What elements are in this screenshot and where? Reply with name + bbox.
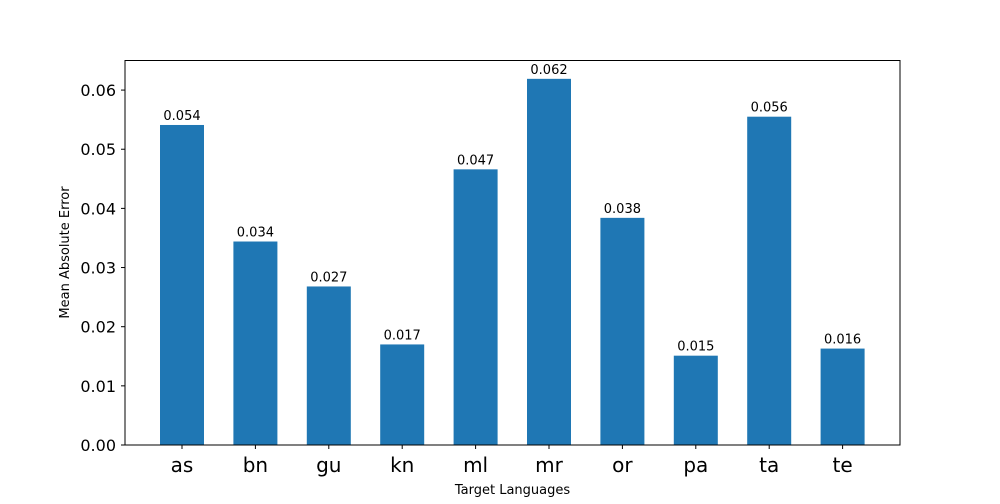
x-tick-label-or: or	[612, 453, 633, 477]
data-label-pa: 0.015	[677, 340, 714, 355]
x-tick-label-gu: gu	[316, 453, 341, 477]
data-label-bn: 0.034	[237, 226, 274, 241]
data-label-ml: 0.047	[457, 153, 494, 168]
bar-gu	[306, 286, 351, 445]
bars-layer	[160, 78, 865, 445]
x-tick-label-kn: kn	[390, 453, 414, 477]
bar-ta	[747, 116, 792, 445]
plot-area-frame	[124, 60, 901, 446]
x-tick-label-ml: ml	[463, 453, 488, 477]
data-label-or: 0.038	[604, 202, 641, 217]
y-axis-label: Mean Absolute Error	[58, 186, 73, 319]
bar-or	[600, 217, 645, 445]
y-tick-label: 0.01	[80, 377, 116, 396]
y-tick-label: 0.03	[80, 259, 116, 278]
bar-ml	[453, 169, 498, 445]
y-axis: 0.00 0.01 0.02 0.03 0.04 0.05 0.06	[80, 81, 125, 455]
x-tick-label-bn: bn	[243, 453, 268, 477]
x-tick-label-pa: pa	[683, 453, 708, 477]
x-axis-label: Target Languages	[454, 483, 571, 498]
bar-kn	[380, 344, 425, 445]
y-tick-label: 0.00	[80, 436, 116, 455]
bar-mr	[527, 78, 571, 445]
y-tick-label: 0.02	[80, 318, 116, 337]
y-tick-label: 0.06	[80, 81, 116, 100]
y-tick-label: 0.05	[80, 140, 116, 159]
bar-te	[820, 348, 865, 445]
x-tick-label-ta: ta	[759, 453, 779, 477]
x-axis: as bn gu kn ml mr or pa ta te	[171, 445, 853, 477]
y-tick-label: 0.04	[80, 199, 116, 218]
x-tick-label-as: as	[171, 453, 194, 477]
x-tick-label-te: te	[833, 453, 853, 477]
data-label-ta: 0.056	[751, 101, 788, 116]
data-label-mr: 0.062	[530, 63, 567, 78]
bar-bn	[233, 241, 278, 445]
data-labels-layer: 0.054 0.034 0.027 0.017 0.047 0.062 0.038 0.015…	[163, 63, 861, 355]
bar-pa	[673, 355, 718, 445]
data-label-kn: 0.017	[384, 328, 421, 343]
data-label-as: 0.054	[163, 109, 200, 124]
data-label-gu: 0.027	[310, 270, 347, 285]
data-label-te: 0.016	[824, 333, 861, 348]
x-tick-label-mr: mr	[535, 453, 563, 477]
bar-as	[160, 124, 204, 445]
